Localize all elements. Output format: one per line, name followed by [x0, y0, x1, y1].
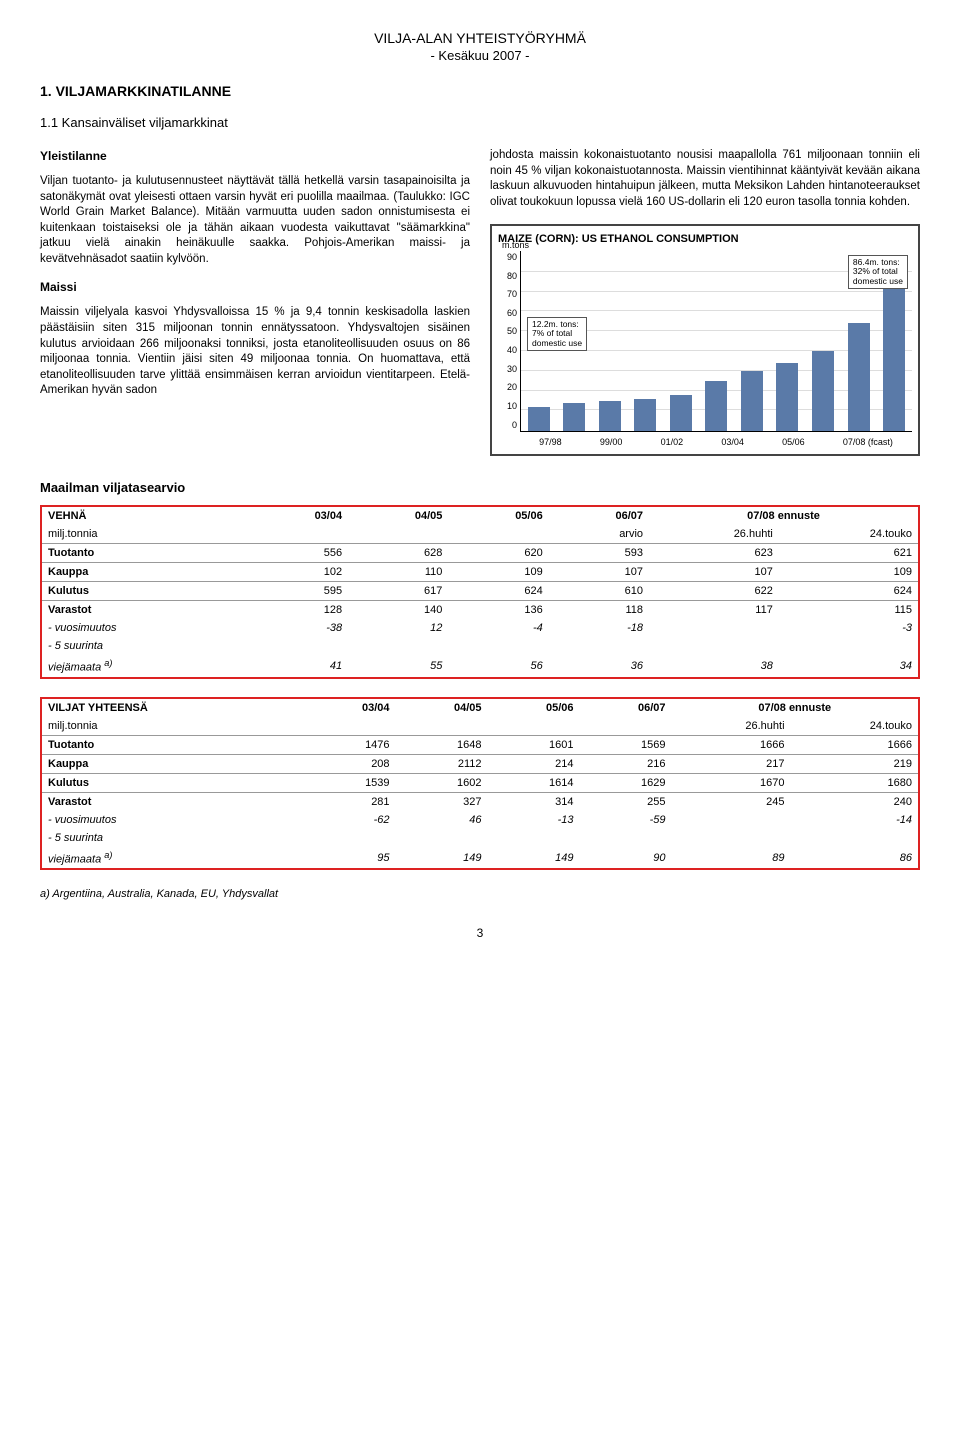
footnote-a: a) Argentiina, Australia, Kanada, EU, Yh…	[40, 888, 920, 900]
table-row: Varastot128140136118117115	[41, 601, 919, 620]
chart-title: MAIZE (CORN): US ETHANOL CONSUMPTION	[498, 232, 912, 247]
tables-heading: Maailman viljatasearvio	[40, 480, 920, 495]
paragraph-2: Maissin viljelyala kasvoi Yhdysvalloissa…	[40, 305, 470, 398]
table-viljat-yht: VILJAT YHTEENSÄ 03/04 04/05 05/06 06/07 …	[40, 697, 920, 871]
table-row: Kauppa2082112214216217219	[41, 754, 919, 773]
chart-annotation-2: 12.2m. tons: 7% of total domestic use	[527, 317, 587, 351]
section-1-title: 1. VILJAMARKKINATILANNE	[40, 83, 920, 99]
chart-bar	[528, 407, 550, 431]
chart-bar	[741, 371, 763, 431]
chart-annotation-1: 86.4m. tons: 32% of total domestic use	[848, 255, 908, 289]
two-column-body: Yleistilanne Viljan tuotanto- ja kulutus…	[40, 148, 920, 456]
maissi-heading: Maissi	[40, 279, 470, 295]
table-row: Tuotanto147616481601156916661666	[41, 735, 919, 754]
table-row: Tuotanto556628620593623621	[41, 544, 919, 563]
chart-bar	[848, 323, 870, 431]
chart-bar	[599, 401, 621, 431]
table-vehna: VEHNÄ 03/04 04/05 05/06 06/07 07/08 ennu…	[40, 505, 920, 679]
yleistilanne-heading: Yleistilanne	[40, 148, 470, 164]
table-row: Kulutus153916021614162916701680	[41, 773, 919, 792]
left-column: Yleistilanne Viljan tuotanto- ja kulutus…	[40, 148, 470, 456]
chart-bar	[705, 381, 727, 431]
doc-header-title: VILJA-ALAN YHTEISTYÖRYHMÄ	[40, 30, 920, 46]
chart-bar	[563, 403, 585, 431]
page-number: 3	[40, 926, 920, 940]
chart-bar	[776, 363, 798, 431]
chart-bar	[670, 395, 692, 431]
chart-unit: m.tons	[502, 239, 529, 251]
paragraph-3: johdosta maissin kokonaistuotanto nousis…	[490, 148, 920, 210]
chart-bar	[634, 399, 656, 431]
chart-y-labels: 90 80 70 60 50 40 30 20 10 0	[499, 251, 517, 431]
table-row: Varastot281327314255245240	[41, 792, 919, 811]
chart-bar	[812, 351, 834, 431]
doc-header-subtitle: - Kesäkuu 2007 -	[40, 48, 920, 63]
ethanol-chart: MAIZE (CORN): US ETHANOL CONSUMPTION m.t…	[490, 224, 920, 456]
chart-plot-area: 90 80 70 60 50 40 30 20 10 0	[520, 251, 912, 432]
t2-name: VILJAT YHTEENSÄ	[41, 698, 304, 717]
section-1-1-title: 1.1 Kansainväliset viljamarkkinat	[40, 115, 920, 130]
table-row: Kauppa102110109107107109	[41, 563, 919, 582]
t1-name: VEHNÄ	[41, 506, 248, 525]
chart-x-labels: 97/98 99/00 01/02 03/04 05/06 07/08 (fca…	[520, 436, 912, 448]
table-row: Kulutus595617624610622624	[41, 582, 919, 601]
paragraph-1: Viljan tuotanto- ja kulutusennusteet näy…	[40, 174, 470, 267]
right-column: johdosta maissin kokonaistuotanto nousis…	[490, 148, 920, 456]
